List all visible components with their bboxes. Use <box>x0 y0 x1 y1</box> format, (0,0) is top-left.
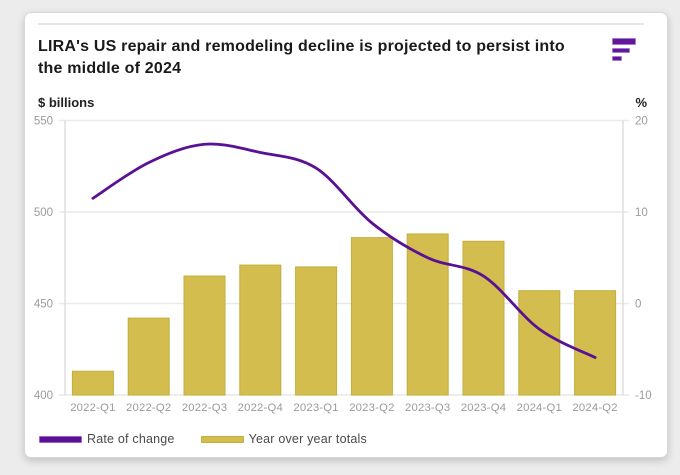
legend-label: Rate of change <box>87 432 175 446</box>
chart-legend: Rate of change Year over year totals <box>39 432 367 446</box>
right-axis-tick-label: 0 <box>635 299 641 311</box>
bar-2023-Q4 <box>462 240 505 396</box>
logo-bar <box>612 56 622 61</box>
bar-2023-Q3 <box>406 233 449 396</box>
left-axis-tick-label: 500 <box>34 207 53 219</box>
bar-2022-Q1 <box>71 370 114 396</box>
x-tick-label: 2023-Q4 <box>461 402 506 414</box>
x-tick-label: 2023-Q2 <box>349 402 394 414</box>
right-axis-tick-label: -10 <box>635 390 652 402</box>
legend-label: Year over year totals <box>248 432 367 446</box>
top-divider <box>38 23 644 25</box>
x-tick-label: 2024-Q1 <box>517 402 562 414</box>
chart-title: LIRA's US repair and remodeling decline … <box>38 38 565 77</box>
bar-2022-Q4 <box>239 264 282 396</box>
x-tick-label: 2022-Q2 <box>126 402 171 414</box>
jchs-logo-icon <box>612 38 638 64</box>
x-tick-label: 2022-Q3 <box>182 402 227 414</box>
bar-2024-Q1 <box>518 290 561 396</box>
bar-2022-Q2 <box>127 317 170 396</box>
x-tick-label: 2024-Q2 <box>572 402 617 414</box>
rate-of-change-line <box>91 142 597 359</box>
bar-2024-Q2 <box>574 290 617 396</box>
x-tick-label: 2022-Q4 <box>238 402 283 414</box>
x-tick-label: 2022-Q1 <box>70 402 115 414</box>
rate-of-change-swatch <box>39 435 82 443</box>
chart-svg: 550 20 500 10 450 0 400 -10 2022-Q1 2022-Q2 2022-Q… <box>34 116 652 415</box>
x-tick-label: 2023-Q1 <box>293 402 338 414</box>
right-axis-tick-label: 20 <box>635 116 648 128</box>
legend-item-rate-of-change: Rate of change <box>39 432 175 446</box>
left-axis-unit-label: $ billions <box>38 95 95 110</box>
right-axis-unit-label: % <box>635 95 647 110</box>
bar-2023-Q1 <box>295 266 338 396</box>
left-axis-tick-label: 550 <box>34 116 53 128</box>
logo-bar <box>612 38 636 45</box>
left-axis-tick-label: 400 <box>34 390 53 402</box>
left-axis-tick-label: 450 <box>34 299 53 311</box>
x-tick-label: 2023-Q3 <box>405 402 450 414</box>
chart-card: LIRA's US repair and remodeling decline … <box>24 12 668 458</box>
year-over-year-swatch <box>200 435 244 443</box>
right-axis-tick-label: 10 <box>635 207 648 219</box>
logo-bar <box>612 48 630 53</box>
bar-2022-Q3 <box>183 275 226 396</box>
legend-item-year-over-year: Year over year totals <box>200 432 367 446</box>
bar-2023-Q2 <box>350 237 393 396</box>
